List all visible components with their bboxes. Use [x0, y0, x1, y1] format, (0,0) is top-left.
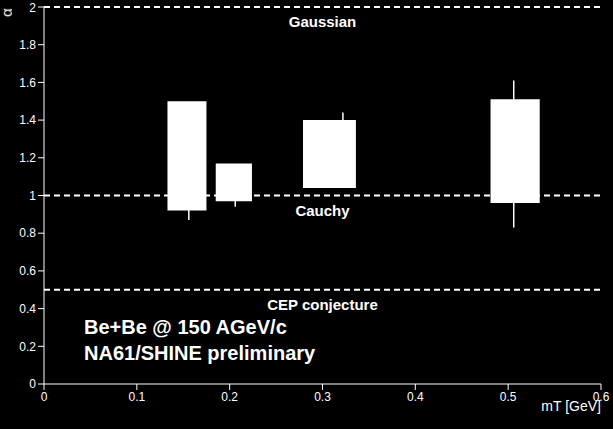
svg-text:0.4: 0.4	[407, 390, 424, 404]
svg-text:Cauchy: Cauchy	[295, 202, 350, 219]
svg-text:2: 2	[29, 1, 36, 15]
svg-text:1: 1	[29, 189, 36, 203]
svg-text:0.8: 0.8	[19, 226, 36, 240]
html-text:Be+Be @ 150 AGeV/c: Be+Be @ 150 AGeV/c	[84, 316, 287, 338]
svg-text:1.6: 1.6	[19, 76, 36, 90]
svg-text:0.3: 0.3	[314, 390, 331, 404]
svg-text:0.4: 0.4	[19, 302, 36, 316]
svg-text:0.2: 0.2	[221, 390, 238, 404]
svg-text:0: 0	[29, 377, 36, 391]
html-text:mT [GeV]: mT [GeV]	[541, 398, 601, 414]
svg-text:1.2: 1.2	[19, 151, 36, 165]
svg-text:Gaussian: Gaussian	[289, 13, 357, 30]
svg-text:0.2: 0.2	[19, 340, 36, 354]
svg-text:CEP conjecture: CEP conjecture	[267, 296, 378, 313]
svg-text:0.5: 0.5	[500, 390, 517, 404]
svg-text:1.4: 1.4	[19, 113, 36, 127]
svg-text:1.8: 1.8	[19, 38, 36, 52]
svg-text:0: 0	[41, 390, 48, 404]
svg-text:0.6: 0.6	[19, 264, 36, 278]
svg-text:0.1: 0.1	[128, 390, 145, 404]
html-text:NA61/SHINE preliminary: NA61/SHINE preliminary	[84, 342, 316, 364]
